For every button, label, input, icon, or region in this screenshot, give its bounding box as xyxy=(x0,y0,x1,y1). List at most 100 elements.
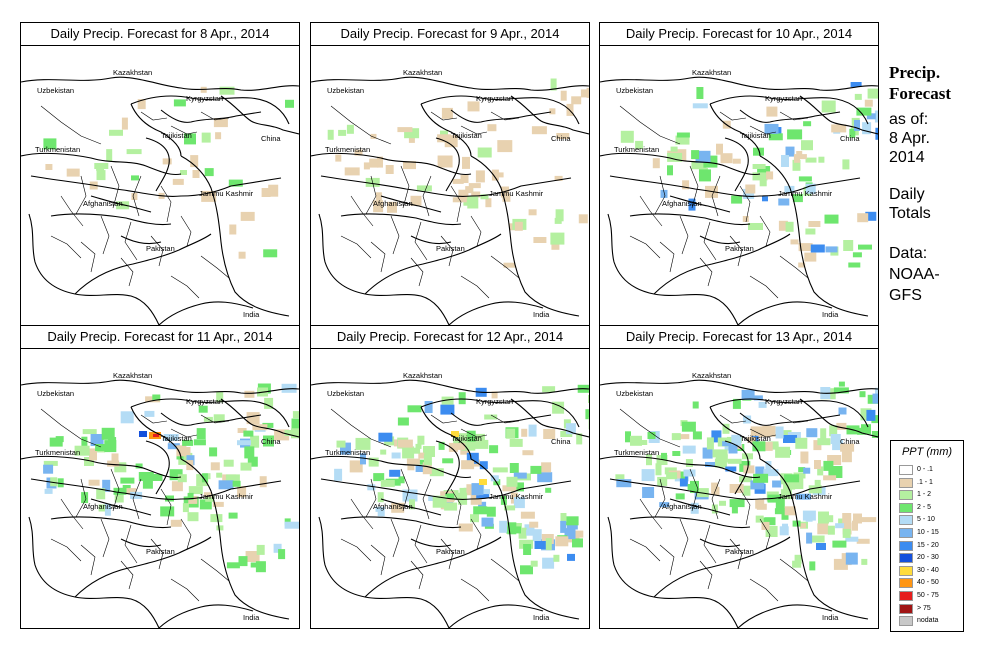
province-border xyxy=(759,215,771,247)
precip-cell xyxy=(859,391,866,398)
province-border xyxy=(470,215,482,247)
precip-cell xyxy=(171,481,183,492)
country-label-kyrgyzstan: Kyrgyzstan xyxy=(476,94,513,103)
province-border xyxy=(110,165,120,209)
precip-cell xyxy=(262,422,274,428)
precip-cell xyxy=(829,425,838,437)
precip-map: Kazakhstan Uzbekistan Kyrgyzstan Tajikistan… xyxy=(600,349,878,628)
country-label-tajikistan: Tajikistan xyxy=(161,131,192,140)
precip-cell xyxy=(794,554,802,564)
precip-cell xyxy=(571,96,582,105)
legend-label: 0 - .1 xyxy=(917,466,933,473)
precip-cell xyxy=(244,446,255,459)
precip-cell xyxy=(805,157,817,163)
legend-swatch xyxy=(899,565,913,576)
precip-cell xyxy=(692,431,702,440)
precip-cell xyxy=(761,521,770,530)
precip-cell xyxy=(340,442,351,455)
country-label-tajikistan: Tajikistan xyxy=(161,434,192,443)
precip-cell xyxy=(652,158,660,169)
precip-cell xyxy=(243,430,254,437)
country-label-china: China xyxy=(551,134,571,143)
precip-cell xyxy=(711,430,722,443)
precip-cell xyxy=(489,445,499,454)
country-label-pakistan: Pakistan xyxy=(436,244,465,253)
country-label-jammu-kashmir: Jammu Kashmir xyxy=(778,189,833,198)
precip-cell xyxy=(518,527,527,539)
legend-label: 5 - 10 xyxy=(917,516,935,524)
province-border xyxy=(200,558,230,582)
country-border xyxy=(600,455,761,479)
data-label: Data: xyxy=(889,245,928,262)
precip-cell xyxy=(201,190,217,202)
precip-cell xyxy=(861,558,868,565)
precip-cell xyxy=(755,466,765,478)
country-border xyxy=(600,152,761,176)
precip-cell xyxy=(485,198,492,208)
precip-cell xyxy=(111,453,119,462)
province-border xyxy=(100,518,110,558)
province-border xyxy=(330,408,392,448)
province-border xyxy=(170,578,200,602)
precip-cell xyxy=(259,476,267,488)
precip-cell xyxy=(679,475,688,487)
province-border xyxy=(140,414,168,424)
province-border xyxy=(749,428,777,438)
precip-cell xyxy=(468,183,481,189)
precip-cell xyxy=(201,473,208,483)
country-border xyxy=(220,398,299,438)
precip-cell xyxy=(763,469,779,477)
precip-cell xyxy=(722,441,733,447)
precip-cell xyxy=(555,536,569,547)
province-border xyxy=(779,414,809,424)
precip-cell xyxy=(564,528,576,540)
legend-swatch xyxy=(899,553,913,564)
precip-cell xyxy=(792,560,802,568)
country-label-pakistan: Pakistan xyxy=(725,547,754,556)
precip-cell xyxy=(478,501,487,510)
precip-cell xyxy=(152,394,161,401)
precip-cell xyxy=(728,444,738,454)
precip-cell xyxy=(830,434,841,444)
country-border xyxy=(470,155,580,317)
province-border xyxy=(719,111,747,121)
precip-cell xyxy=(406,458,420,465)
country-border xyxy=(340,516,462,529)
precip-cell xyxy=(407,447,421,454)
country-label-india: India xyxy=(822,310,839,319)
precip-cell xyxy=(228,179,243,187)
country-label-uzbekistan: Uzbekistan xyxy=(327,86,364,95)
precip-cell xyxy=(852,520,858,531)
country-border xyxy=(450,109,552,123)
precip-cell xyxy=(131,175,139,181)
precip-cell xyxy=(821,100,836,113)
precip-cell xyxy=(827,525,835,535)
precip-cell xyxy=(719,500,726,506)
province-border xyxy=(60,195,84,227)
precip-cell xyxy=(43,460,58,466)
province-border xyxy=(619,105,681,145)
province-border xyxy=(679,518,689,558)
precip-cell xyxy=(742,485,751,496)
country-label-china: China xyxy=(261,437,281,446)
legend-label: .1 - 1 xyxy=(917,478,933,486)
precip-cell xyxy=(354,149,363,156)
country-label-afghanistan: Afghanistan xyxy=(83,199,123,208)
province-border xyxy=(729,538,743,570)
precip-cell xyxy=(476,493,490,499)
country-border xyxy=(158,301,254,325)
precip-cell xyxy=(720,153,733,164)
country-border xyxy=(669,195,731,213)
legend-item: 5 - 10 xyxy=(899,515,959,526)
precip-cell xyxy=(116,201,130,210)
precip-cell xyxy=(817,438,831,446)
precip-cell xyxy=(107,460,120,467)
province-border xyxy=(365,175,377,215)
precip-cell xyxy=(204,492,212,498)
precip-cell xyxy=(410,195,422,206)
legend-label: 40 - 50 xyxy=(917,579,939,587)
precip-cell xyxy=(852,252,862,258)
precip-cell xyxy=(856,107,872,116)
precip-cell xyxy=(528,424,537,437)
province-border xyxy=(80,544,96,576)
